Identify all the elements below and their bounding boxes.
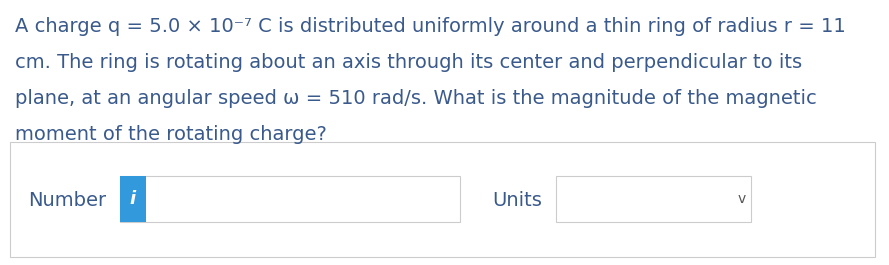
FancyBboxPatch shape: [10, 142, 875, 257]
Text: A charge q = 5.0 × 10⁻⁷ C is distributed uniformly around a thin ring of radius : A charge q = 5.0 × 10⁻⁷ C is distributed…: [15, 17, 845, 36]
Text: plane, at an angular speed ω = 510 rad/s. What is the magnitude of the magnetic: plane, at an angular speed ω = 510 rad/s…: [15, 89, 817, 108]
FancyBboxPatch shape: [120, 176, 146, 222]
Text: i: i: [130, 190, 136, 208]
Text: v: v: [738, 192, 746, 206]
Text: cm. The ring is rotating about an axis through its center and perpendicular to i: cm. The ring is rotating about an axis t…: [15, 53, 802, 72]
Text: Number: Number: [28, 191, 106, 210]
Text: Units: Units: [492, 191, 542, 210]
FancyBboxPatch shape: [120, 176, 460, 222]
FancyBboxPatch shape: [556, 176, 751, 222]
Text: moment of the rotating charge?: moment of the rotating charge?: [15, 125, 327, 144]
